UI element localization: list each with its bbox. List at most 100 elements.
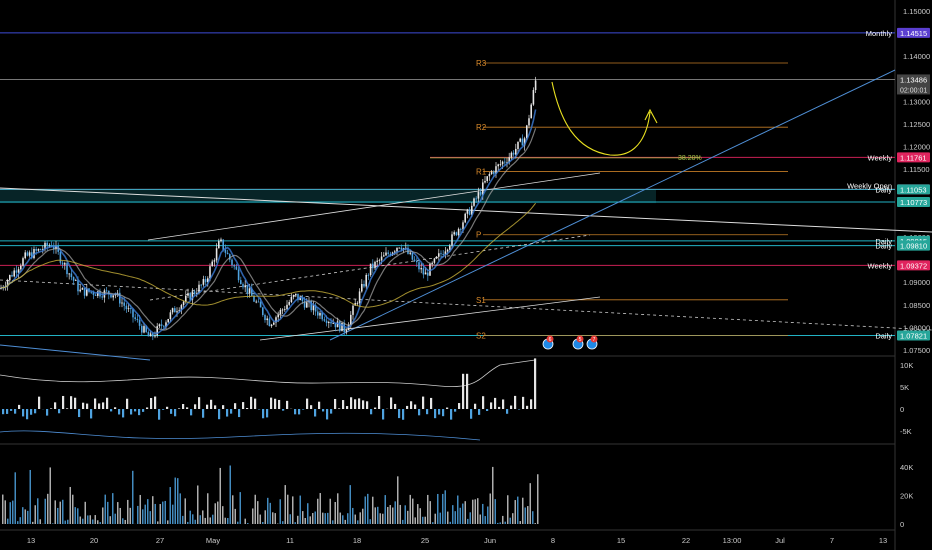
volume-bar <box>314 511 316 524</box>
candle-body <box>266 318 268 321</box>
volume-bar <box>389 505 391 524</box>
volume-bar <box>367 493 369 524</box>
volume-bar <box>482 503 484 524</box>
volume-bar <box>97 520 99 524</box>
volume-bar <box>267 497 269 524</box>
osc-bar <box>186 407 189 409</box>
osc-bar <box>330 409 333 414</box>
volume-bar <box>27 510 29 524</box>
level-name-label: Monthly <box>866 29 893 38</box>
volume-bar <box>279 499 281 524</box>
volume-bar <box>357 520 359 524</box>
volume-bar <box>222 506 224 524</box>
volume-bar <box>479 514 481 524</box>
osc-bar <box>110 409 113 412</box>
volume-pane <box>2 465 539 524</box>
candle-body <box>466 209 469 214</box>
volume-bar <box>284 485 286 524</box>
osc-bar <box>174 409 177 417</box>
osc-bar <box>414 404 417 409</box>
volume-bar <box>529 483 531 524</box>
osc-bar <box>286 400 289 409</box>
osc-bar <box>166 406 169 409</box>
volume-bar <box>107 501 109 524</box>
osc-bar <box>210 399 213 409</box>
volume-bar <box>429 501 431 524</box>
price-axis: 1.15000 1.14000 1.13000 1.12500 1.12000 1.115… <box>847 7 930 529</box>
candle-body <box>149 333 152 337</box>
time-tick-label: May <box>206 536 220 545</box>
volume-bar <box>14 472 16 524</box>
level-price-tag-text: 1.14515 <box>900 29 927 38</box>
volume-bar <box>517 496 519 524</box>
osc-bar <box>30 409 33 415</box>
projection-curve <box>551 81 658 156</box>
trendline-blue-lower <box>0 344 151 361</box>
volume-bar <box>179 493 181 524</box>
candle-body <box>418 262 420 270</box>
osc-bar <box>510 405 513 409</box>
candle-body <box>222 239 224 250</box>
candle-body <box>290 296 293 303</box>
drawings: 38.20% <box>0 69 932 361</box>
volume-bar <box>119 507 121 524</box>
candle-body <box>427 272 429 276</box>
volume-bar <box>494 499 496 524</box>
volume-bar <box>227 518 229 524</box>
volume-bar <box>432 522 434 524</box>
osc-bar <box>478 409 481 415</box>
osc-bar <box>234 403 237 409</box>
volume-bar <box>512 513 514 524</box>
candle-body <box>77 280 79 292</box>
osc-tick-label: 0 <box>900 405 904 414</box>
price-tick-label: 1.15000 <box>903 7 930 16</box>
level-price-tag-text: 1.11053 <box>900 185 927 194</box>
candle-body <box>440 253 442 255</box>
volume-bar <box>459 507 461 524</box>
volume-bar <box>339 512 341 524</box>
candle-body <box>455 232 458 236</box>
volume-bar <box>334 502 336 524</box>
osc-bar <box>262 409 265 419</box>
volume-bar <box>137 505 139 524</box>
candle-body <box>244 285 246 288</box>
candle-body <box>130 308 132 310</box>
candle-body <box>145 326 147 333</box>
candle-body <box>202 279 205 285</box>
candle-body <box>510 152 513 158</box>
volume-bar <box>534 523 536 524</box>
candle-body <box>136 319 139 320</box>
volume-bar <box>72 494 74 524</box>
candle-body <box>332 323 334 325</box>
candle-body <box>396 247 398 252</box>
candle-body <box>187 293 189 296</box>
osc-bar <box>466 373 469 409</box>
level-price-tag-text: 1.10773 <box>900 198 927 207</box>
candle-body <box>35 249 37 251</box>
candle-body <box>218 241 220 249</box>
volume-bar <box>282 521 284 524</box>
osc-bar <box>206 404 209 409</box>
candle-body <box>345 330 348 332</box>
volume-bar <box>509 517 511 524</box>
level-name-label: Daily <box>875 331 892 340</box>
candle-body <box>57 245 59 252</box>
volume-bar <box>369 519 371 524</box>
volume-bar <box>247 523 249 524</box>
volume-bar <box>449 521 451 524</box>
candle-body <box>484 181 486 183</box>
volume-bar <box>467 518 469 524</box>
volume-bar <box>32 521 34 524</box>
candle-body <box>231 259 233 266</box>
candle-body <box>44 242 46 250</box>
osc-tick-label: 5K <box>900 383 909 392</box>
candle-body <box>152 333 154 337</box>
candle-body <box>286 304 288 310</box>
event-flags[interactable]: 6 5 7 <box>542 335 598 350</box>
volume-bar <box>312 513 314 524</box>
candle-body <box>446 249 449 252</box>
candle-body <box>482 182 484 195</box>
osc-bar <box>518 409 521 410</box>
price-tick-label: 1.08500 <box>903 301 930 310</box>
